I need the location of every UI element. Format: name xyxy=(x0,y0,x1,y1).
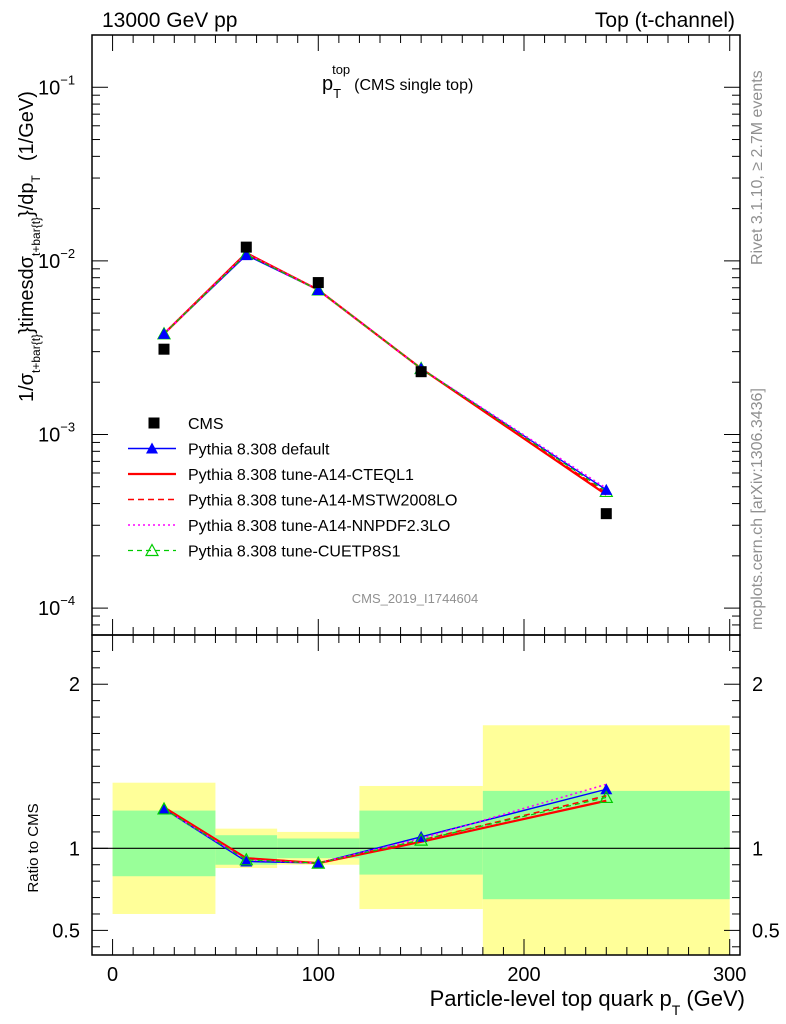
ratio-series-line-4 xyxy=(163,796,607,864)
analysis-watermark: CMS_2019_I1744604 xyxy=(352,591,479,606)
header-right: Top (t-channel) xyxy=(595,9,735,32)
ratio-series-line-2 xyxy=(163,795,607,864)
ratio-ytick-label-left: 1 xyxy=(69,838,80,860)
ratio-point-4-2 xyxy=(311,855,326,869)
legend-label-2: Pythia 8.308 tune-A14-CTEQL1 xyxy=(188,467,414,484)
legend-label-1: Pythia 8.308 default xyxy=(188,442,330,459)
title-note: (CMS single top) xyxy=(354,77,473,94)
ratio-point-4-0 xyxy=(156,801,172,815)
main-series-line-5 xyxy=(163,253,607,492)
main-point-1-2 xyxy=(312,283,325,295)
legend: CMS Pythia 8.308 default Pythia 8.308 tune… xyxy=(128,416,457,561)
ratio-point-0-0 xyxy=(158,802,170,814)
xtick-label: 300 xyxy=(713,964,746,986)
legend-marker-5 xyxy=(144,543,160,557)
title-p: p xyxy=(322,73,333,95)
ytick-label: 10−3 xyxy=(38,419,75,446)
main-point-1-4 xyxy=(600,483,613,495)
ratio-ytick-label-right: 1 xyxy=(752,838,763,860)
main-point-0-3 xyxy=(415,366,427,378)
rivet-version-text: Rivet 3.1.10, ≥ 2.7M events xyxy=(749,70,766,265)
main-point-0-2 xyxy=(312,277,324,289)
ytick-label: 10−2 xyxy=(38,246,75,273)
ratio-point-4-1 xyxy=(239,852,254,866)
ratio-point-4-4 xyxy=(599,790,614,804)
ratio-point-0-1 xyxy=(240,855,253,867)
ratio-plot: 0 100 200 300 0.5 0.5 1 1 2 2 xyxy=(52,634,780,986)
ratio-ytick-label-right: 0.5 xyxy=(752,920,780,942)
title-sup: top xyxy=(332,62,350,77)
xlabel: Particle-level top quark pT (GeV) xyxy=(430,986,745,1018)
uncertainty-band-green-0 xyxy=(112,810,216,877)
legend-marker-1 xyxy=(146,442,158,454)
ratio-point-4-3 xyxy=(414,832,429,846)
ratio-point-0-4 xyxy=(600,783,613,795)
ratio-point-0-2 xyxy=(312,857,325,869)
main-ylabel: 1/σt+bar{t}}timesdσt+bar{t}}/dpT(1/GeV) xyxy=(16,91,43,402)
ratio-ylabel: Ratio to CMS xyxy=(25,803,42,892)
header-left: 13000 GeV pp xyxy=(102,9,237,32)
ytick-label: 10−4 xyxy=(38,593,75,620)
legend-label-5: Pythia 8.308 tune-CUETP8S1 xyxy=(188,544,401,561)
xtick-label: 100 xyxy=(302,964,335,986)
legend-label-0: CMS xyxy=(188,416,224,433)
ratio-ytick-label-left: 2 xyxy=(69,674,80,696)
ratio-ytick-label-left: 0.5 xyxy=(52,920,80,942)
main-point-1-1 xyxy=(240,249,253,261)
main-point-0-4 xyxy=(600,508,612,520)
ytick-label: 10−1 xyxy=(38,72,75,99)
xtick-label: 0 xyxy=(107,964,118,986)
ratio-frame xyxy=(91,634,741,956)
ratio-ytick-label-right: 2 xyxy=(752,674,763,696)
main-plot: 10−4 10−3 10−2 10−1 CMS Pythia 8.308 default P… xyxy=(38,34,741,636)
main-point-0-0 xyxy=(158,343,170,355)
title-sub: T xyxy=(333,86,341,101)
legend-label-4: Pythia 8.308 tune-A14-NNPDF2.3LO xyxy=(188,518,450,535)
plot-title: pTtop (CMS single top) xyxy=(322,62,473,101)
mcplots-text: mcplots.cern.ch [arXiv:1306.3436] xyxy=(749,388,766,630)
legend-label-3: Pythia 8.308 tune-A14-MSTW2008LO xyxy=(188,493,457,510)
uncertainty-band-green-4 xyxy=(482,790,730,900)
main-point-0-1 xyxy=(240,241,252,253)
main-point-1-0 xyxy=(158,327,170,339)
xtick-label: 200 xyxy=(507,964,540,986)
legend-marker-0 xyxy=(148,417,160,429)
